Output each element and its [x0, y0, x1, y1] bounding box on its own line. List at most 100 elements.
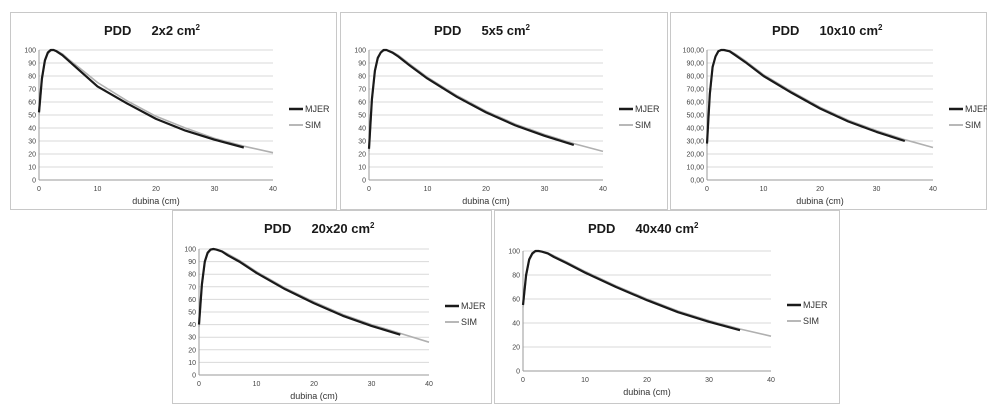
legend-label-mjer: MJER	[635, 104, 660, 114]
series-line-mjer	[367, 48, 575, 149]
chart-title: PDD 40x40 cm2	[588, 221, 699, 236]
y-tick-label: 40	[358, 126, 366, 133]
x-tick-label: 30	[368, 381, 376, 388]
y-tick-label: 60	[358, 100, 366, 107]
y-tick-label: 0	[516, 369, 520, 376]
y-tick-label: 100,00	[683, 48, 705, 55]
field-size: 5x5 cm	[481, 23, 525, 38]
y-tick-label: 100	[24, 48, 36, 55]
y-tick-label: 80	[512, 273, 520, 280]
legend-label-mjer: MJER	[965, 104, 987, 114]
chart-title-label: PDD	[264, 221, 291, 236]
field-size: 20x20 cm	[311, 221, 370, 236]
x-tick-label: 10	[253, 381, 261, 388]
y-tick-label: 10	[28, 165, 36, 172]
y-tick-label: 70,00	[686, 87, 704, 94]
x-tick-label: 40	[767, 377, 775, 384]
y-tick-label: 30	[188, 335, 196, 342]
y-tick-label: 10	[188, 360, 196, 367]
field-unit-sup: 2	[526, 23, 531, 32]
x-tick-label: 0	[367, 186, 371, 193]
x-tick-label: 20	[482, 186, 490, 193]
field-unit-sup: 2	[878, 23, 883, 32]
legend-label-sim: SIM	[803, 316, 819, 326]
y-tick-label: 90	[188, 259, 196, 266]
chart-panel: PDD 2x2 cm2 0 10 20 30 40 50 60 70 80 90 100 0 10 20 30 4…	[10, 12, 337, 210]
x-tick-label: 20	[310, 381, 318, 388]
y-tick-label: 90	[28, 61, 36, 68]
x-tick-label: 0	[705, 186, 709, 193]
y-tick-label: 50	[188, 310, 196, 317]
x-axis-label: dubina (cm)	[462, 196, 510, 206]
y-tick-label: 20	[28, 152, 36, 159]
field-unit-sup: 2	[196, 23, 201, 32]
y-tick-label: 60	[28, 100, 36, 107]
x-tick-label: 0	[521, 377, 525, 384]
y-tick-label: 0	[362, 178, 366, 185]
y-tick-label: 60	[512, 297, 520, 304]
x-tick-label: 30	[211, 186, 219, 193]
y-tick-label: 40	[28, 126, 36, 133]
chart-panel: PDD 20x20 cm2 0 10 20 30 40 50 60 70 80 90 100 0 10 20 3…	[172, 210, 492, 404]
y-tick-label: 40,00	[686, 126, 704, 133]
chart-title: PDD 5x5 cm2	[434, 23, 531, 38]
x-tick-label: 20	[152, 186, 160, 193]
chart-panel: PDD 10x10 cm2 0,00 10,00 20,00 30,00 40,00 50,0…	[670, 12, 987, 210]
y-tick-label: 20	[188, 347, 196, 354]
legend-label-mjer: MJER	[803, 300, 828, 310]
legend-label-sim: SIM	[965, 120, 981, 130]
legend-label-mjer: MJER	[305, 104, 330, 114]
x-axis-label: dubina (cm)	[796, 196, 844, 206]
y-tick-label: 90	[358, 61, 366, 68]
y-tick-label: 20,00	[686, 152, 704, 159]
y-tick-label: 20	[512, 345, 520, 352]
x-tick-label: 0	[37, 186, 41, 193]
legend-label-sim: SIM	[305, 120, 321, 130]
chart-title-label: PDD	[104, 23, 131, 38]
y-tick-label: 80	[28, 74, 36, 81]
field-size: 2x2 cm	[151, 23, 195, 38]
y-tick-label: 50	[358, 113, 366, 120]
y-tick-label: 100	[184, 247, 196, 254]
x-tick-label: 30	[541, 186, 549, 193]
y-tick-label: 40	[188, 322, 196, 329]
y-tick-label: 50	[28, 113, 36, 120]
x-tick-label: 40	[269, 186, 277, 193]
field-unit-sup: 2	[694, 221, 699, 230]
field-size: 40x40 cm	[635, 221, 694, 236]
legend-label-sim: SIM	[461, 317, 477, 327]
series-line-mjer	[197, 247, 401, 336]
field-unit-sup: 2	[370, 221, 375, 230]
chart-title: PDD 10x10 cm2	[772, 23, 883, 38]
y-tick-label: 80,00	[686, 74, 704, 81]
chart-panel: PDD 5x5 cm2 0 10 20 30 40 50 60 70 80 90 100 0 10 20 30 4…	[340, 12, 668, 210]
series-line-mjer	[37, 48, 245, 149]
y-tick-label: 30	[28, 139, 36, 146]
series-line-sim	[368, 49, 604, 153]
x-tick-label: 10	[760, 186, 768, 193]
x-tick-label: 10	[94, 186, 102, 193]
y-tick-label: 0,00	[690, 178, 704, 185]
series-line-sim	[706, 49, 934, 149]
chart-title: PDD 2x2 cm2	[104, 23, 201, 38]
x-axis-label: dubina (cm)	[623, 387, 671, 397]
x-axis-label: dubina (cm)	[132, 196, 180, 206]
legend-label-mjer: MJER	[461, 301, 486, 311]
y-tick-label: 0	[32, 178, 36, 185]
chart-title-label: PDD	[434, 23, 461, 38]
x-tick-label: 10	[424, 186, 432, 193]
x-tick-label: 40	[599, 186, 607, 193]
x-tick-label: 30	[873, 186, 881, 193]
y-tick-label: 80	[188, 272, 196, 279]
field-size: 10x10 cm	[819, 23, 878, 38]
y-tick-label: 80	[358, 74, 366, 81]
x-tick-label: 40	[425, 381, 433, 388]
y-tick-label: 90,00	[686, 61, 704, 68]
y-tick-label: 70	[28, 87, 36, 94]
y-tick-label: 30,00	[686, 139, 704, 146]
y-tick-label: 70	[188, 284, 196, 291]
x-tick-label: 40	[929, 186, 937, 193]
